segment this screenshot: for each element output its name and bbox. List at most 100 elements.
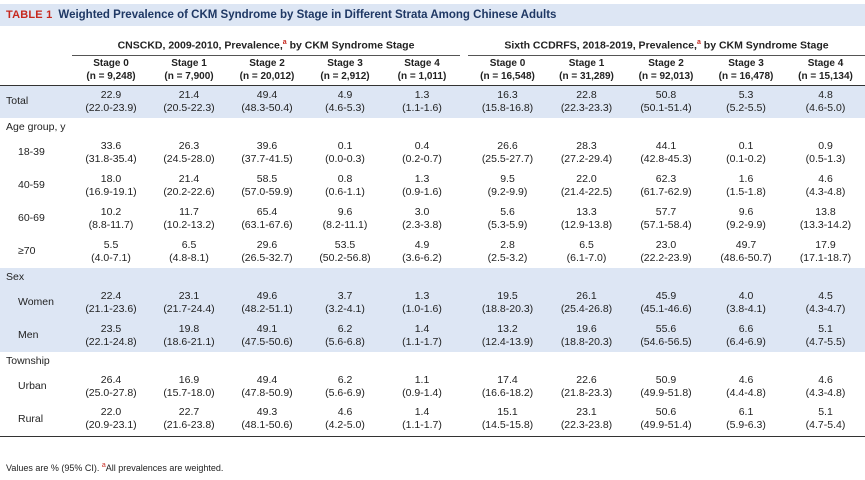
prevalence-value: 33.6 [100,139,122,152]
prevalence-value: 65.4 [256,205,278,218]
prevalence-value: 11.7 [179,205,199,218]
confidence-interval: (5.6-6.9) [325,386,365,399]
confidence-interval: (22.1-24.8) [85,335,137,348]
prevalence-cell: 26.1 (25.4-26.8) [547,286,626,319]
prevalence-cell: 21.4 (20.5-22.3) [150,85,228,118]
prevalence-cell: 3.7 (3.2-4.1) [306,286,384,319]
prevalence-value: 23.0 [655,238,677,251]
stage-sample-size: (n = 31,289) [559,71,614,82]
confidence-interval: (24.5-28.0) [163,152,215,165]
group-cnsckd-prefix: CNSCKD, 2009-2010, Prevalence, [117,39,283,51]
confidence-interval: (0.5-1.3) [805,152,846,165]
prevalence-value: 26.3 [178,139,200,152]
confidence-interval: (49.9-51.4) [640,419,692,432]
stage-header-row: Stage 0 (n = 9,248) Stage 1 (n = 7,900) Stag… [0,55,865,86]
prevalence-value: 1.4 [414,322,430,335]
confidence-interval: (22.0-23.9) [85,101,137,114]
table-row: 40-59 18.0 (16.9-19.1) 21.4 (20.2-22.6) 58.5(… [0,169,865,202]
confidence-interval: (9.2-9.9) [726,218,766,231]
confidence-interval: (20.2-22.6) [163,185,215,198]
prevalence-cell: 4.6 (4.3-4.8) [786,169,865,202]
prevalence-value: 15.1 [497,406,518,419]
confidence-interval: (1.1-1.7) [402,335,442,348]
confidence-interval: (12.4-13.9) [481,335,534,348]
confidence-interval: (1.5-1.8) [726,185,766,198]
footnote-mark: a [101,462,106,469]
prevalence-cell: 4.8 (4.6-5.0) [786,85,865,118]
prevalence-value: 26.1 [576,289,597,302]
row-label: Urban [18,380,47,392]
stage-sample-size: (n = 16,478) [718,71,774,82]
stage-column-header: Stage 4 (n = 1,011) [384,55,460,86]
prevalence-value: 1.4 [414,406,430,419]
group-ccdrfs-prefix: Sixth CCDRFS, 2018-2019, Prevalence, [504,39,697,51]
prevalence-value: 53.5 [334,238,356,251]
prevalence-cell: 1.4 (1.1-1.7) [384,319,460,352]
confidence-interval: (57.0-59.9) [241,185,293,198]
prevalence-cell: 1.4 (1.1-1.7) [384,403,460,437]
group-cnsckd-suffix: by CKM Syndrome Stage [286,39,415,51]
prevalence-cell: 11.7 (10.2-13.2) [150,202,228,235]
stage-label: Stage 1 [171,58,207,69]
confidence-interval: (26.5-32.7) [241,251,293,264]
group-header-ccdrfs: Sixth CCDRFS, 2018-2019, Prevalence,a by… [468,33,865,56]
prevalence-cell: 13.8 (13.3-14.2) [786,202,865,235]
prevalence-cell: 44.1 (42.8-45.3) [626,136,706,169]
confidence-interval: (16.9-19.1) [85,185,137,198]
prevalence-value: 13.8 [815,205,836,218]
prevalence-value: 18.0 [100,172,122,185]
prevalence-value: 16.9 [178,373,200,386]
confidence-interval: (18.8-20.3) [560,335,613,348]
prevalence-cell: 13.3 (12.9-13.8) [547,202,626,235]
prevalence-value: 5.5 [103,238,119,251]
prevalence-value: 22.0 [576,172,597,185]
prevalence-value: 5.6 [500,205,515,218]
prevalence-value: 13.3 [576,205,597,218]
prevalence-cell: 4.6 (4.2-5.0) [306,403,384,437]
prevalence-value: 9.6 [738,205,754,218]
prevalence-cell: 2.8 (2.5-3.2) [468,235,547,268]
confidence-interval: (3.8-4.1) [726,302,766,315]
confidence-interval: (4.7-5.5) [805,335,846,348]
confidence-interval: (8.8-11.7) [88,218,134,231]
prevalence-cell: 9.6 (9.2-9.9) [706,202,786,235]
stage-sample-size: (n = 16,548) [480,71,535,82]
prevalence-cell: 5.1 (4.7-5.5) [786,319,865,352]
row-label: Total [0,85,72,118]
confidence-interval: (1.0-1.6) [402,302,442,315]
prevalence-value: 4.5 [818,289,833,302]
prevalence-cell: 53.5 (50.2-56.8) [306,235,384,268]
prevalence-cell: 6.2 (5.6-6.9) [306,370,384,403]
stage-sample-size: (n = 9,248) [86,71,136,82]
prevalence-cell: 1.6 (1.5-1.8) [706,169,786,202]
prevalence-cell: 18.0 (16.9-19.1) [72,169,150,202]
confidence-interval: (5.2-5.5) [726,101,766,114]
confidence-interval: (3.2-4.1) [325,302,365,315]
prevalence-cell: 22.9 (22.0-23.9) [72,85,150,118]
confidence-interval: (0.2-0.7) [402,152,442,165]
prevalence-value: 6.5 [181,238,197,251]
confidence-interval: (15.8-16.8) [481,101,534,114]
prevalence-cell: 10.2 (8.8-11.7) [72,202,150,235]
prevalence-cell: 4.9 (4.6-5.3) [306,85,384,118]
prevalence-value: 0.8 [337,172,353,185]
prevalence-value: 23.5 [100,322,122,335]
prevalence-cell: 19.8 (18.6-21.1) [150,319,228,352]
group-header-cnsckd: CNSCKD, 2009-2010, Prevalence,a by CKM S… [72,33,460,56]
stage-column-header: Stage 3 (n = 2,912) [306,55,384,86]
prevalence-cell: 39.6 (37.7-41.5) [228,136,306,169]
prevalence-value: 3.0 [414,205,430,218]
stage-column-header: Stage 0 (n = 16,548) [468,55,547,86]
prevalence-cell: 1.3 (1.0-1.6) [384,286,460,319]
confidence-interval: (4.6-5.3) [325,101,365,114]
confidence-interval: (49.9-51.8) [640,386,692,399]
prevalence-value: 1.1 [414,373,430,386]
prevalence-value: 23.1 [178,289,200,302]
prevalence-value: 22.8 [576,88,597,101]
prevalence-value: 26.4 [100,373,122,386]
row-label: ≥70 [18,245,36,257]
stage-column-header: Stage 2 (n = 92,013) [626,55,706,86]
prevalence-cell: 5.3 (5.2-5.5) [706,85,786,118]
confidence-interval: (4.4-4.8) [726,386,766,399]
prevalence-cell: 5.1 (4.7-5.4) [786,403,865,437]
